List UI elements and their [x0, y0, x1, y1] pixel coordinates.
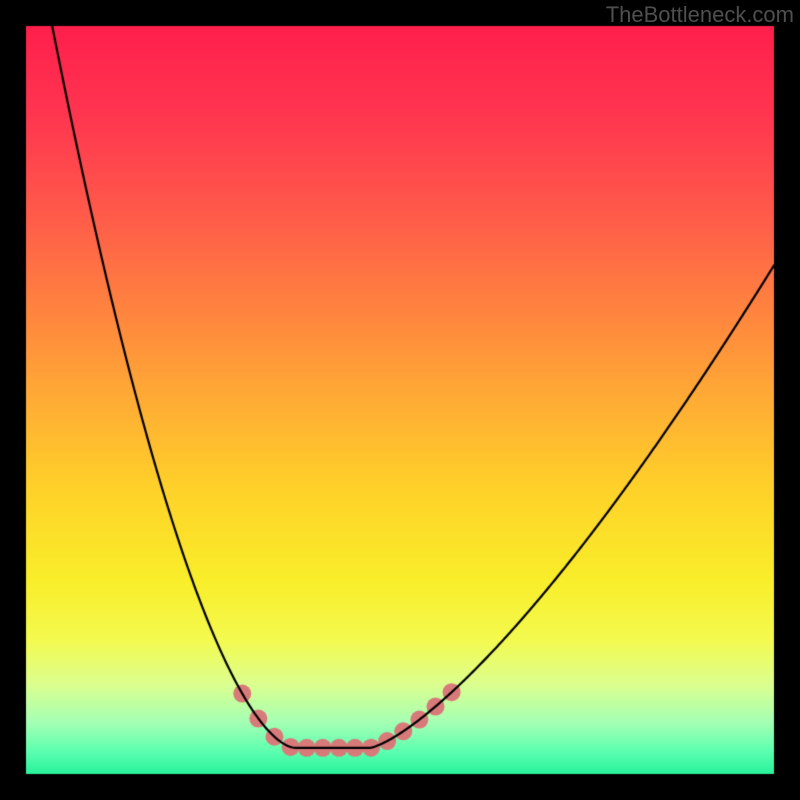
bottleneck-curve-chart: [0, 0, 800, 800]
